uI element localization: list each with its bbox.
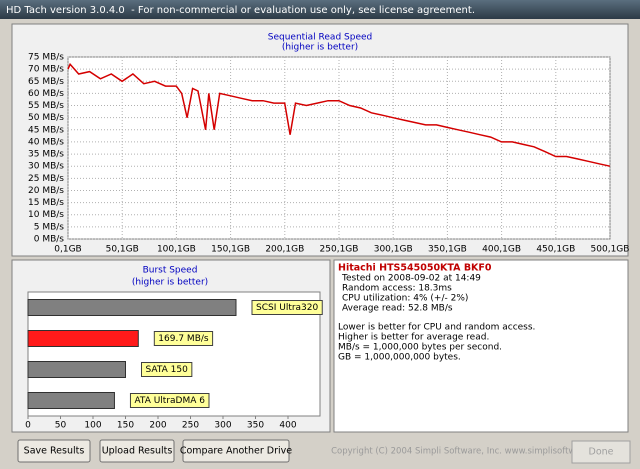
button[interactable]: Compare Another Drive (180, 439, 292, 463)
category-label: ATA UltraDMA 6 (134, 396, 205, 406)
button-label: Compare Another Drive (180, 446, 292, 457)
x-tick-label: 250 (182, 421, 199, 431)
y-tick-label: 75 MB/s (28, 53, 64, 63)
x-tick-label: 400 (279, 421, 296, 431)
button-frame (99, 439, 175, 463)
y-tick-label: 70 MB/s (28, 65, 64, 75)
info-note: MB/s = 1,000,000 bytes per second. (338, 343, 502, 353)
category-label: SATA 150 (146, 365, 189, 375)
x-tick-label: 250,1GB (320, 245, 359, 255)
copyright: Copyright (C) 2004 Simpli Software, Inc.… (331, 447, 610, 457)
value-label: 169.7 MB/s (158, 334, 209, 344)
drive-name: Hitachi HTS545050KTA BKF0 (338, 263, 492, 274)
chart-subtitle: (higher is better) (282, 43, 358, 53)
y-tick-label: 25 MB/s (28, 174, 64, 184)
button[interactable]: Save Results (17, 439, 91, 463)
chart-title: Burst Speed (143, 266, 198, 276)
done-button[interactable]: Done (571, 440, 631, 464)
button-frame (17, 439, 91, 463)
button-label: Done (589, 447, 614, 458)
y-tick-label: 50 MB/s (28, 113, 64, 123)
y-tick-label: 35 MB/s (28, 150, 64, 160)
button-frame (182, 439, 290, 463)
x-tick-label: 300 (214, 421, 231, 431)
x-tick-label: 50 (55, 421, 67, 431)
info-line: Tested on 2008-09-02 at 14:49 (341, 274, 481, 284)
x-tick-label: 450,1GB (536, 245, 575, 255)
label-box (129, 393, 210, 408)
x-tick-label: 350 (247, 421, 264, 431)
x-tick-label: 350,1GB (428, 245, 467, 255)
bar (27, 392, 115, 409)
button[interactable]: Upload Results (99, 439, 175, 463)
button-label: Save Results (24, 446, 85, 457)
info-line: Random access: 18.3ms (342, 284, 452, 294)
x-tick-label: 200,1GB (265, 245, 304, 255)
info-note: Higher is better for average read. (338, 333, 489, 343)
x-tick-label: 400,1GB (482, 245, 521, 255)
bar (27, 299, 237, 316)
chart-title: Sequential Read Speed (268, 33, 373, 43)
data-line (67, 62, 611, 167)
y-tick-label: 60 MB/s (28, 89, 64, 99)
category-label: SCSI Ultra320 (256, 303, 319, 313)
button-label: Upload Results (102, 446, 173, 457)
y-tick-label: 65 MB/s (28, 77, 64, 87)
y-tick-label: 5 MB/s (34, 222, 65, 232)
info-line: Average read: 52.8 MB/s (342, 304, 453, 314)
x-tick-label: 200 (149, 421, 166, 431)
label-box (141, 362, 193, 377)
info-panel (333, 259, 629, 433)
x-tick-label: 0,1GB (54, 245, 81, 255)
y-tick-label: 20 MB/s (28, 186, 64, 196)
x-tick-label: 150 (117, 421, 134, 431)
y-tick-label: 30 MB/s (28, 162, 64, 172)
info-line: CPU utilization: 4% (+/- 2%) (342, 294, 468, 304)
x-tick-label: 150,1GB (211, 245, 250, 255)
chart-subtitle: (higher is better) (132, 278, 208, 288)
y-tick-label: 10 MB/s (28, 210, 64, 220)
x-tick-label: 0 (25, 421, 31, 431)
info-note: GB = 1,000,000,000 bytes. (338, 353, 461, 363)
x-tick-label: 100,1GB (157, 245, 196, 255)
y-tick-label: 45 MB/s (28, 125, 64, 135)
info-note: Lower is better for CPU and random acces… (338, 323, 535, 333)
button-frame (571, 440, 631, 464)
x-tick-label: 50,1GB (106, 245, 139, 255)
label-box (251, 300, 323, 315)
label-box (153, 331, 214, 346)
y-tick-label: 15 MB/s (28, 198, 64, 208)
y-tick-label: 40 MB/s (28, 137, 64, 147)
title-bar (0, 0, 640, 19)
x-tick-label: 100 (84, 421, 101, 431)
y-tick-label: 55 MB/s (28, 101, 64, 111)
x-tick-label: 300,1GB (374, 245, 413, 255)
window-title: HD Tach version 3.0.4.0 - For non-commer… (6, 5, 475, 16)
bar (27, 330, 139, 347)
y-tick-label: 0 MB/s (34, 235, 65, 245)
x-tick-label: 500,1GB (591, 245, 630, 255)
bar (27, 361, 126, 378)
